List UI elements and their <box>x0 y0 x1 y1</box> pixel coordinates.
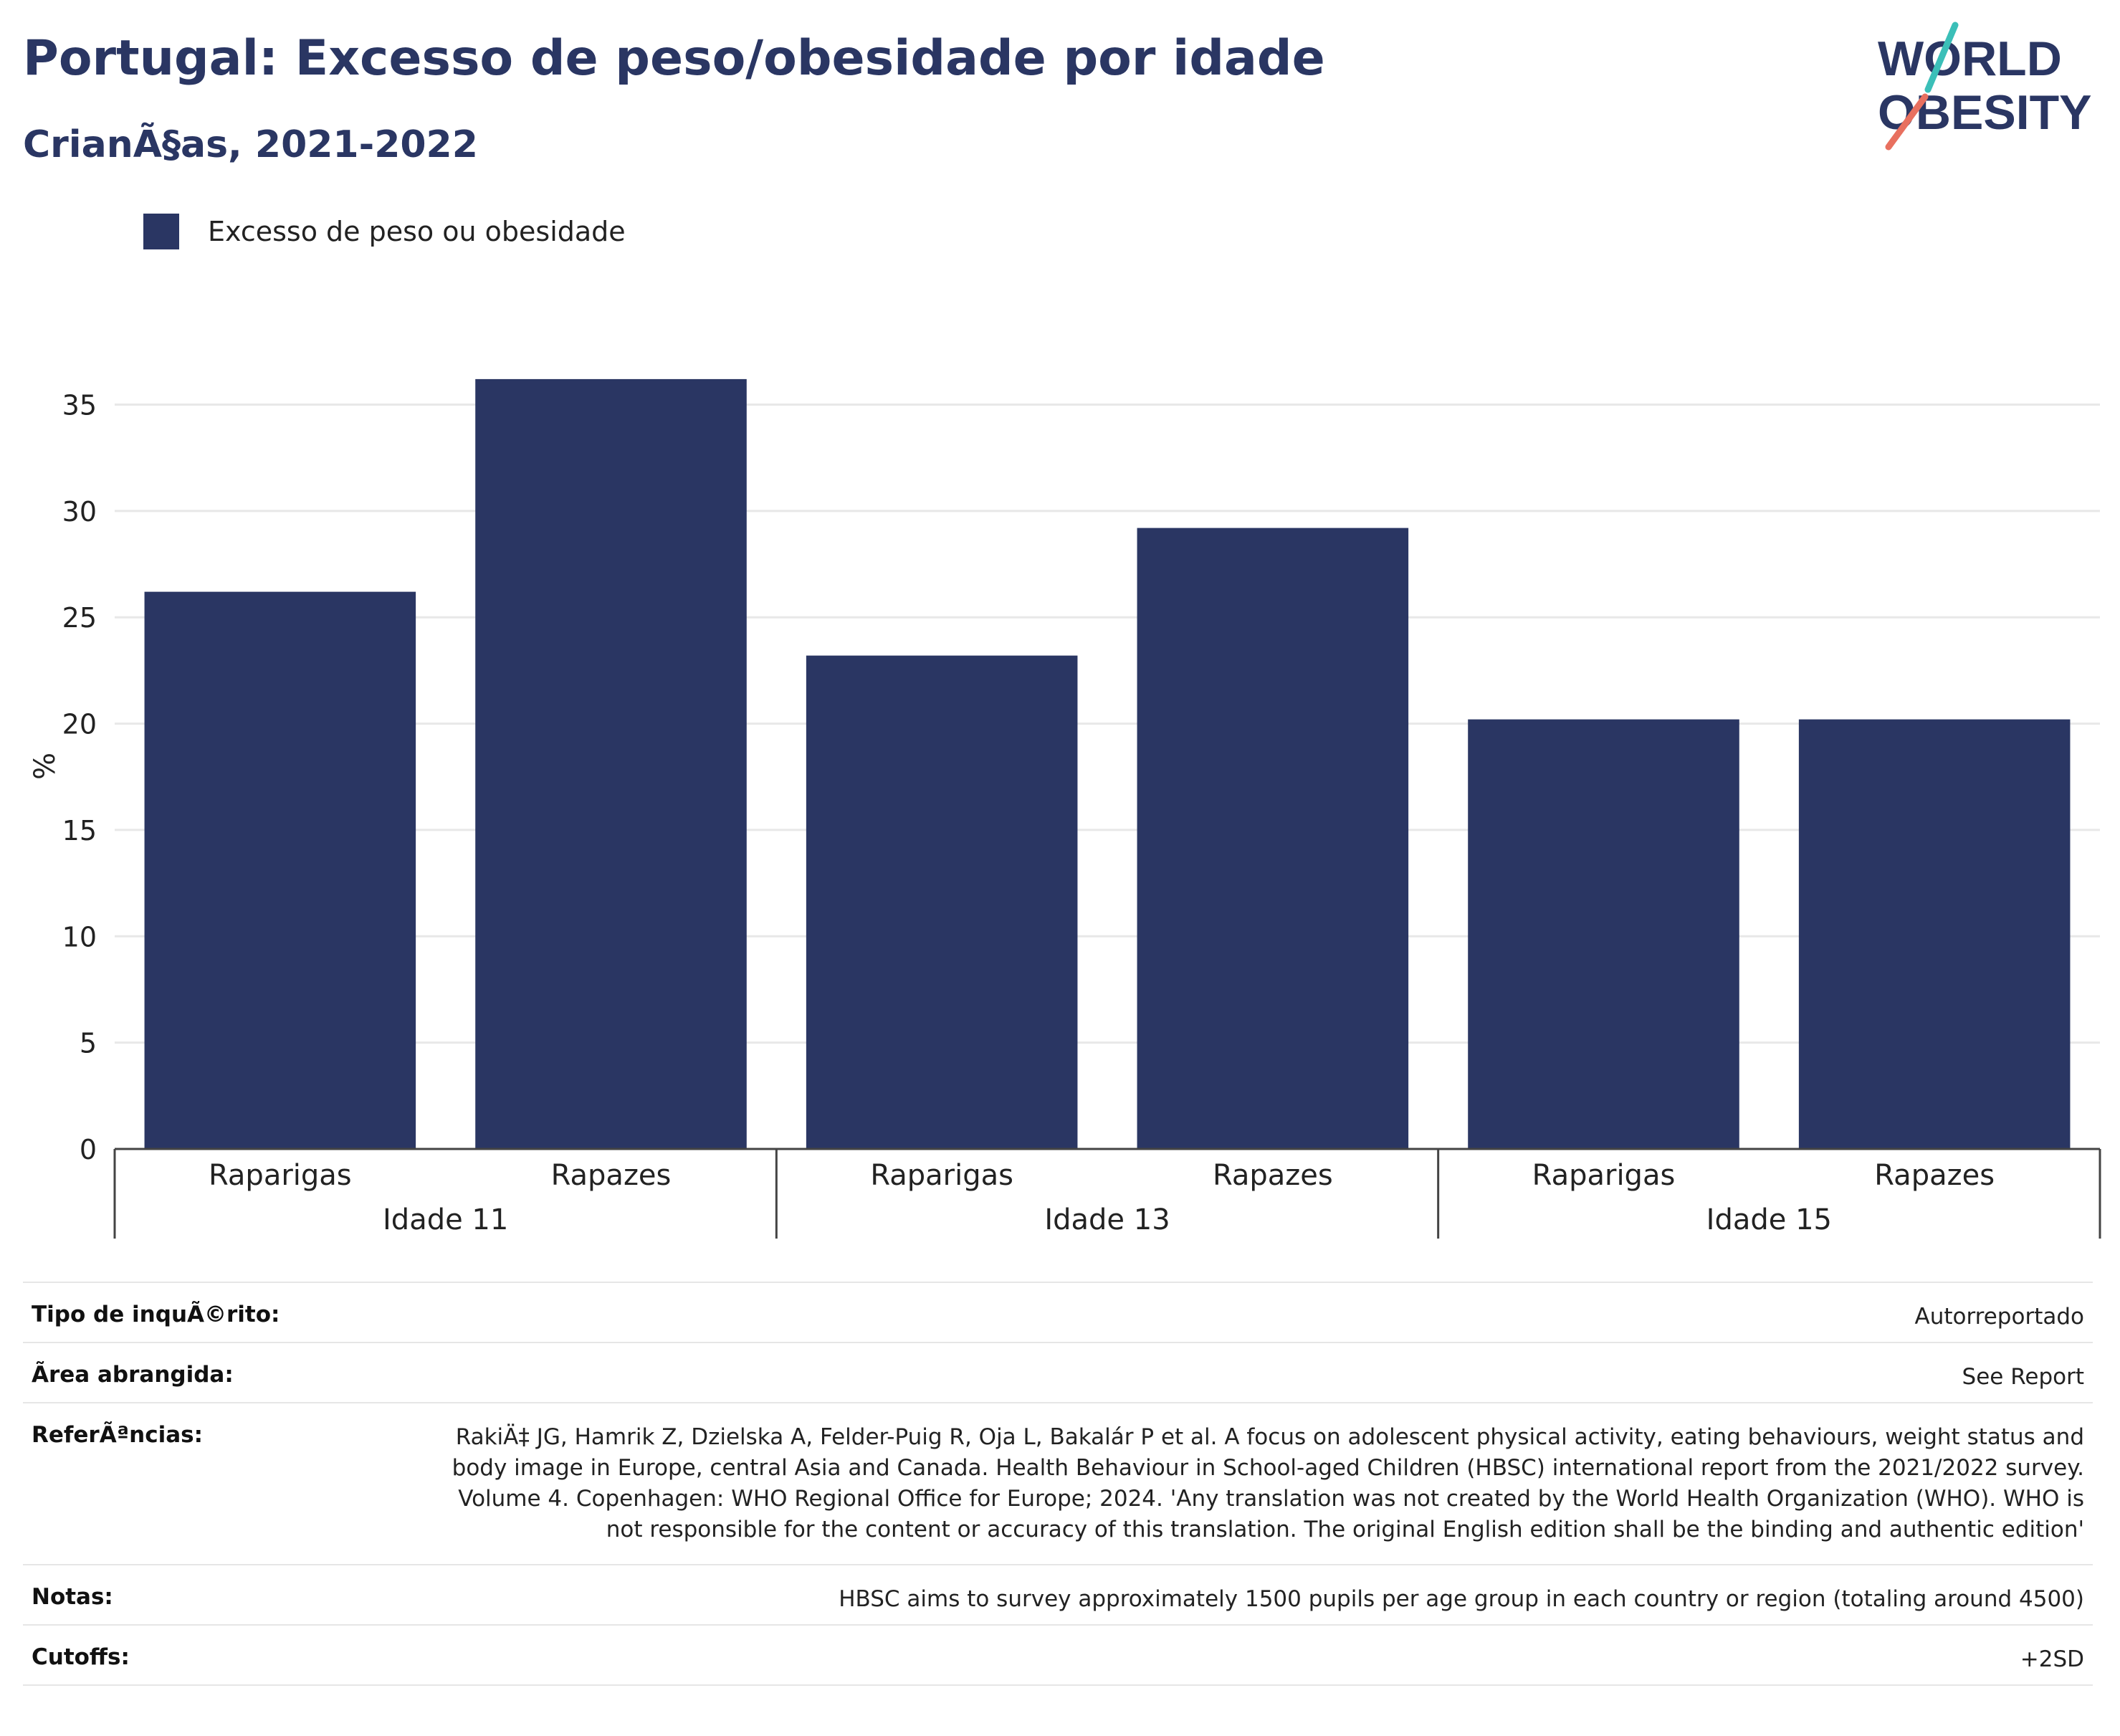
metadata-key: Tipo de inquÃ©rito: <box>32 1302 280 1327</box>
x-tick-label: Raparigas <box>870 1159 1013 1192</box>
bar <box>475 378 747 1149</box>
legend-swatch <box>143 214 179 249</box>
y-tick-label: 5 <box>80 1028 97 1059</box>
logo-slash-teal <box>1924 22 1959 93</box>
bar-chart: 0 5 10 15 20 25 30 35% Raparigas Rapazes Raparigas… <box>29 378 2101 1239</box>
chart-legend: Excesso de peso ou obesidade <box>143 214 626 249</box>
metadata-value: Autorreportado <box>1914 1304 2085 1330</box>
x-tick-label: Rapazes <box>1874 1159 1995 1192</box>
bar <box>144 591 416 1149</box>
metadata-row: Cutoffs: +2SD <box>23 1624 2093 1684</box>
metadata-value: See Report <box>1962 1364 2084 1390</box>
x-tick-label: Raparigas <box>1532 1159 1676 1192</box>
chart-title: Portugal: Excesso de peso/obesidade por … <box>23 30 1325 87</box>
metadata-table: Tipo de inquÃ©rito: Autorreportado Ãrea ab… <box>23 1282 2093 1686</box>
bar <box>1798 719 2071 1149</box>
y-axis-label: % <box>29 753 62 780</box>
metadata-row: ReferÃªncias: RakiÄ‡ JG, Hamrik Z, Dziels… <box>23 1402 2093 1564</box>
y-tick-label: 10 <box>62 921 97 953</box>
y-tick-label: 35 <box>62 390 97 421</box>
bar <box>806 655 1078 1149</box>
metadata-value: HBSC aims to survey approximately 1500 p… <box>839 1586 2084 1612</box>
y-tick-label: 25 <box>62 602 97 634</box>
y-tick-label: 30 <box>62 496 97 528</box>
logo-line1: WORLD <box>1878 32 2062 86</box>
metadata-key: Cutoffs: <box>32 1644 130 1670</box>
y-tick-label: 0 <box>80 1134 97 1165</box>
x-group-label: Idade 13 <box>1044 1203 1170 1236</box>
legend-label: Excesso de peso ou obesidade <box>208 216 626 247</box>
metadata-key: ReferÃªncias: <box>32 1422 204 1448</box>
metadata-row: Tipo de inquÃ©rito: Autorreportado <box>23 1282 2093 1342</box>
metadata-row: Ãrea abrangida: See Report <box>23 1342 2093 1402</box>
metadata-value: +2SD <box>2020 1646 2084 1672</box>
x-tick-label: Raparigas <box>209 1159 352 1192</box>
chart-subtitle: CrianÃ§as, 2021-2022 <box>23 123 478 166</box>
metadata-row: Notas: HBSC aims to survey approximately … <box>23 1564 2093 1624</box>
x-group-label: Idade 11 <box>383 1203 508 1236</box>
x-tick-label: Rapazes <box>1213 1159 1333 1192</box>
metadata-bottom-border <box>23 1684 2093 1686</box>
x-group-label: Idade 15 <box>1706 1203 1832 1236</box>
world-obesity-logo: WORLD OBESITY <box>1878 22 2092 151</box>
metadata-value: RakiÄ‡ JG, Hamrik Z, Dzielska A, Felder-… <box>452 1424 2084 1542</box>
y-tick-label: 20 <box>62 709 97 740</box>
metadata-key: Ãrea abrangida: <box>32 1362 234 1388</box>
bar <box>1468 719 1739 1149</box>
y-tick-label: 15 <box>62 815 97 846</box>
x-tick-label: Rapazes <box>551 1159 672 1192</box>
bar <box>1137 528 1409 1149</box>
metadata-key: Notas: <box>32 1584 113 1610</box>
logo-slash-coral <box>1885 93 1929 151</box>
